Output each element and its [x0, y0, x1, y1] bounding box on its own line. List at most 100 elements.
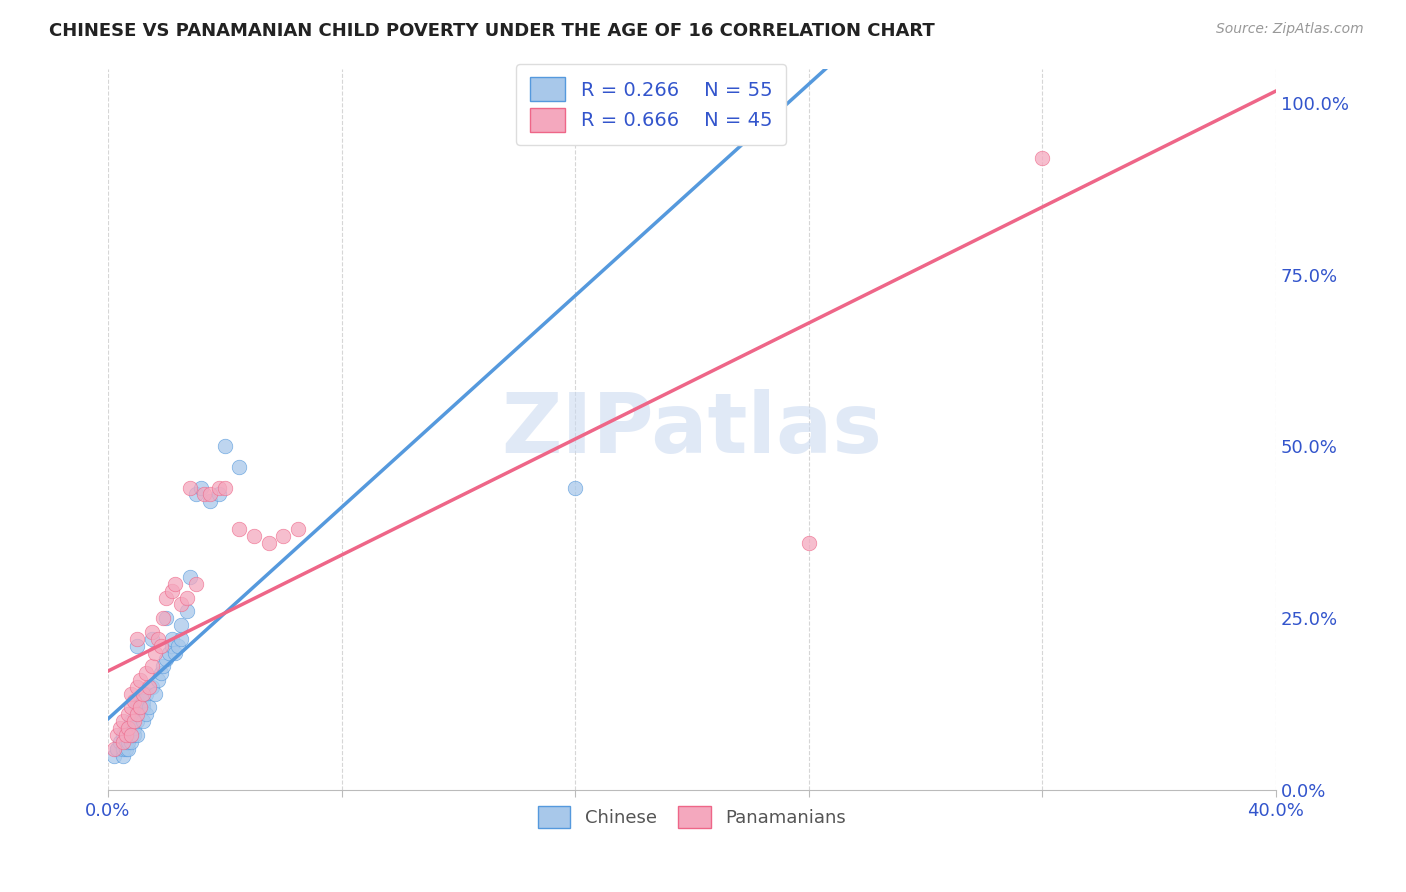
Point: [257, 535, 280, 549]
Point: [120, 700, 142, 714]
Point: [111, 741, 134, 756]
Point: [129, 673, 152, 687]
Point: [170, 632, 193, 646]
Point: [198, 494, 221, 508]
Point: [114, 728, 136, 742]
Point: [135, 687, 157, 701]
Point: [208, 481, 231, 495]
Point: [184, 487, 207, 501]
Text: CHINESE VS PANAMANIAN CHILD POVERTY UNDER THE AGE OF 16 CORRELATION CHART: CHINESE VS PANAMANIAN CHILD POVERTY UNDE…: [49, 22, 935, 40]
Point: [228, 460, 250, 475]
Point: [152, 659, 174, 673]
Point: [176, 604, 198, 618]
Point: [170, 618, 193, 632]
Point: [114, 735, 136, 749]
Point: [111, 728, 134, 742]
Point: [122, 693, 145, 707]
Point: [271, 529, 294, 543]
Point: [143, 646, 166, 660]
Point: [120, 735, 142, 749]
Point: [138, 680, 160, 694]
Point: [127, 693, 149, 707]
Point: [190, 481, 212, 495]
Point: [127, 714, 149, 729]
Point: [208, 487, 231, 501]
Point: [117, 741, 139, 756]
Point: [141, 680, 163, 694]
Point: [152, 611, 174, 625]
Point: [120, 728, 142, 742]
Point: [193, 487, 215, 501]
Point: [129, 700, 152, 714]
Point: [127, 680, 149, 694]
Point: [122, 728, 145, 742]
Point: [105, 728, 128, 742]
Point: [138, 700, 160, 714]
Text: ZIPatlas: ZIPatlas: [502, 389, 883, 470]
Point: [214, 481, 236, 495]
Point: [797, 535, 820, 549]
Point: [141, 659, 163, 673]
Point: [120, 728, 142, 742]
Point: [143, 687, 166, 701]
Point: [170, 598, 193, 612]
Point: [114, 741, 136, 756]
Point: [127, 728, 149, 742]
Legend: Chinese, Panamanians: Chinese, Panamanians: [530, 798, 853, 835]
Point: [120, 687, 142, 701]
Point: [160, 639, 183, 653]
Point: [132, 693, 155, 707]
Point: [179, 570, 201, 584]
Point: [120, 714, 142, 729]
Point: [228, 522, 250, 536]
Point: [122, 714, 145, 729]
Point: [117, 707, 139, 722]
Point: [117, 721, 139, 735]
Point: [149, 639, 172, 653]
Point: [160, 583, 183, 598]
Point: [184, 576, 207, 591]
Point: [127, 639, 149, 653]
Point: [564, 481, 586, 495]
Text: Source: ZipAtlas.com: Source: ZipAtlas.com: [1216, 22, 1364, 37]
Point: [108, 735, 131, 749]
Point: [146, 632, 169, 646]
Point: [127, 700, 149, 714]
Point: [108, 721, 131, 735]
Point: [127, 632, 149, 646]
Point: [198, 487, 221, 501]
Point: [111, 748, 134, 763]
Point: [127, 707, 149, 722]
Point: [155, 652, 177, 666]
Point: [127, 707, 149, 722]
Point: [117, 735, 139, 749]
Point: [165, 576, 187, 591]
Point: [214, 439, 236, 453]
Point: [105, 741, 128, 756]
Point: [155, 611, 177, 625]
Point: [117, 721, 139, 735]
Point: [243, 529, 266, 543]
Point: [135, 666, 157, 681]
Point: [122, 721, 145, 735]
Point: [167, 639, 190, 653]
Point: [103, 748, 125, 763]
Point: [179, 481, 201, 495]
Point: [135, 707, 157, 722]
Point: [287, 522, 309, 536]
Point: [176, 591, 198, 605]
Point: [132, 714, 155, 729]
Point: [105, 741, 128, 756]
Point: [114, 728, 136, 742]
Point: [132, 700, 155, 714]
Point: [1031, 151, 1053, 165]
Point: [149, 666, 172, 681]
Point: [103, 741, 125, 756]
Point: [111, 735, 134, 749]
Point: [141, 632, 163, 646]
Point: [160, 632, 183, 646]
Point: [165, 646, 187, 660]
Point: [146, 673, 169, 687]
Point: [132, 687, 155, 701]
Point: [111, 735, 134, 749]
